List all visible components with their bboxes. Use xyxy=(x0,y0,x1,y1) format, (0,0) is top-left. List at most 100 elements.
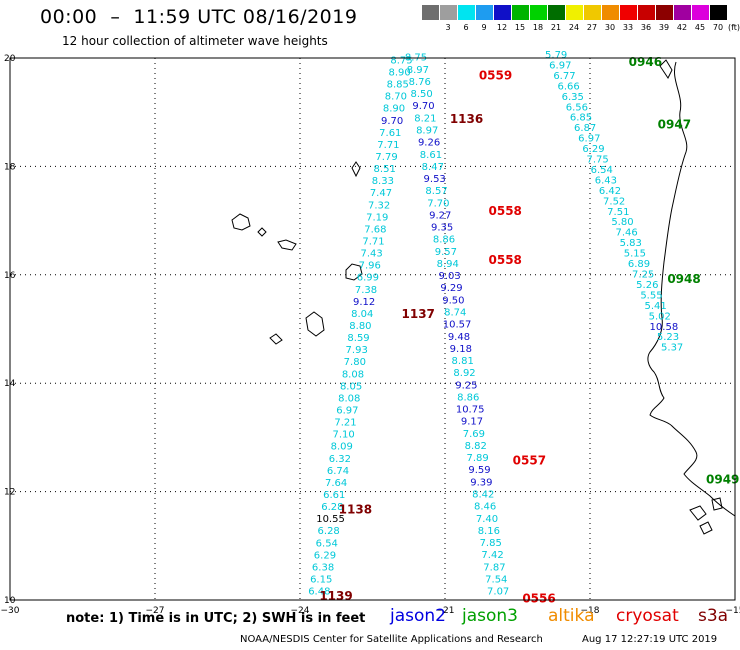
x-tick-label: −15 xyxy=(726,606,740,616)
swh-value: 5.37 xyxy=(661,343,683,354)
swh-value: 8.75 xyxy=(390,55,412,66)
map-subtitle: 12 hour collection of altimeter wave hei… xyxy=(62,34,328,48)
colorbar-label: 27 xyxy=(586,23,598,32)
colorbar-label: 3 xyxy=(445,23,451,32)
pass-time-label: 0948 xyxy=(667,272,700,286)
swh-value: 8.76 xyxy=(409,77,431,88)
swh-value: 8.05 xyxy=(340,381,362,392)
swh-value: 6.61 xyxy=(323,490,345,501)
pass-time-label: 0556 xyxy=(522,592,555,606)
swh-value: 9.39 xyxy=(470,477,492,488)
swh-value: 6.74 xyxy=(327,466,349,477)
x-tick-label: −27 xyxy=(146,606,165,616)
swh-value: 9.03 xyxy=(438,271,460,282)
cape-verde-fogo xyxy=(269,333,283,345)
swh-value: 6.29 xyxy=(582,144,604,155)
legend-jason2: jason2 xyxy=(390,606,446,626)
swh-value: 9.18 xyxy=(450,344,472,355)
y-tick-label: 20 xyxy=(4,54,16,64)
y-tick-label: 18 xyxy=(4,162,16,172)
cape-verde-santo-antao xyxy=(231,213,251,231)
colorbar-label: 70 xyxy=(712,23,724,32)
swh-value: 9.70 xyxy=(412,101,434,112)
colorbar-swatch xyxy=(422,5,439,20)
swh-value: 7.75 xyxy=(586,155,608,166)
swh-value: 7.32 xyxy=(368,200,390,211)
swh-value: 9.53 xyxy=(424,174,446,185)
swh-value: 8.94 xyxy=(437,259,459,270)
swh-value: 6.97 xyxy=(578,134,600,145)
map-title: 00:00 – 11:59 UTC 08/16/2019 xyxy=(40,6,358,28)
swh-value: 8.81 xyxy=(452,356,474,367)
colorbar-swatch xyxy=(674,5,691,20)
swh-value: 8.42 xyxy=(472,490,494,501)
swh-value: 8.16 xyxy=(478,526,500,537)
swh-value: 7.47 xyxy=(370,188,392,199)
swh-value: 6.54 xyxy=(591,165,613,176)
colorbar-label: 24 xyxy=(568,23,580,32)
colorbar-label: 15 xyxy=(514,23,526,32)
swh-value: 7.19 xyxy=(366,212,388,223)
swh-value: 5.55 xyxy=(640,290,662,301)
swh-value: 9.50 xyxy=(442,295,464,306)
swh-value: 8.08 xyxy=(338,393,360,404)
swh-value: 8.80 xyxy=(349,321,371,332)
swh-value: 8.82 xyxy=(465,441,487,452)
pass-time-label: 0947 xyxy=(658,117,691,131)
swh-value: 8.70 xyxy=(385,92,407,103)
swh-value: 9.29 xyxy=(440,283,462,294)
note-text: note: 1) Time is in UTC; 2) SWH is in fe… xyxy=(66,611,366,626)
swh-value: 9.12 xyxy=(353,297,375,308)
swh-value: 6.48 xyxy=(308,587,330,598)
credit-text: NOAA/NESDIS Center for Satellite Applica… xyxy=(240,634,543,645)
swh-value: 7.70 xyxy=(427,198,449,209)
pass-time-label: 0559 xyxy=(479,69,512,83)
canary-coast xyxy=(659,59,673,79)
africa-coast xyxy=(647,61,736,517)
pass-time-labels: 0559 0946 1136 0947 0558 0558 0948 1137 0557 0949… xyxy=(319,55,739,606)
colorbar-label: 9 xyxy=(481,23,487,32)
colorbar-label: 36 xyxy=(640,23,652,32)
swh-value: 6.29 xyxy=(314,550,336,561)
swh-value: 9.59 xyxy=(468,465,490,476)
colorbar-label: 30 xyxy=(604,23,616,32)
x-tick-label: −21 xyxy=(436,606,455,616)
swh-value: 5.41 xyxy=(644,301,666,312)
colorbar-swatch xyxy=(476,5,493,20)
colorbar-unit: (ft) xyxy=(727,23,740,32)
pass-time-label: 0557 xyxy=(513,454,546,468)
pass-time-label: 1139 xyxy=(319,589,352,603)
colorbar-label: 21 xyxy=(550,23,562,32)
colorbar-swatch xyxy=(638,5,655,20)
x-tick-label: −24 xyxy=(291,606,310,616)
swh-value: 7.85 xyxy=(480,538,502,549)
swh-value: 6.38 xyxy=(312,562,334,573)
cape-verde-sao-nicolau xyxy=(277,239,297,251)
swh-value: 7.10 xyxy=(332,430,354,441)
swh-value: 10.75 xyxy=(456,405,485,416)
swh-value: 10.58 xyxy=(650,322,679,333)
swh-value: 5.79 xyxy=(545,50,567,61)
pass-time-label: 0558 xyxy=(489,204,522,218)
swh-value: 6.89 xyxy=(628,259,650,270)
swh-value: 6.87 xyxy=(574,123,596,134)
swh-value: 7.21 xyxy=(334,418,356,429)
colorbar-swatch xyxy=(458,5,475,20)
pass-time-label: 1137 xyxy=(402,307,435,321)
swh-value: 9.26 xyxy=(418,138,440,149)
swh-value: 9.70 xyxy=(381,116,403,127)
swh-value: 8.85 xyxy=(387,80,409,91)
colorbar-label: 18 xyxy=(532,23,544,32)
colorbar-swatch xyxy=(566,5,583,20)
swh-value: 8.61 xyxy=(420,150,442,161)
swh-value: 8.86 xyxy=(457,392,479,403)
colorbar-swatch xyxy=(710,5,727,20)
swh-value: 8.04 xyxy=(351,309,373,320)
swh-value: 7.96 xyxy=(359,261,381,272)
swh-value: 7.07 xyxy=(487,587,509,598)
swh-value: 8.21 xyxy=(414,113,436,124)
y-tick-label: 14 xyxy=(4,379,16,389)
swh-value: 6.42 xyxy=(599,186,621,197)
swh-value: 9.17 xyxy=(461,417,483,428)
